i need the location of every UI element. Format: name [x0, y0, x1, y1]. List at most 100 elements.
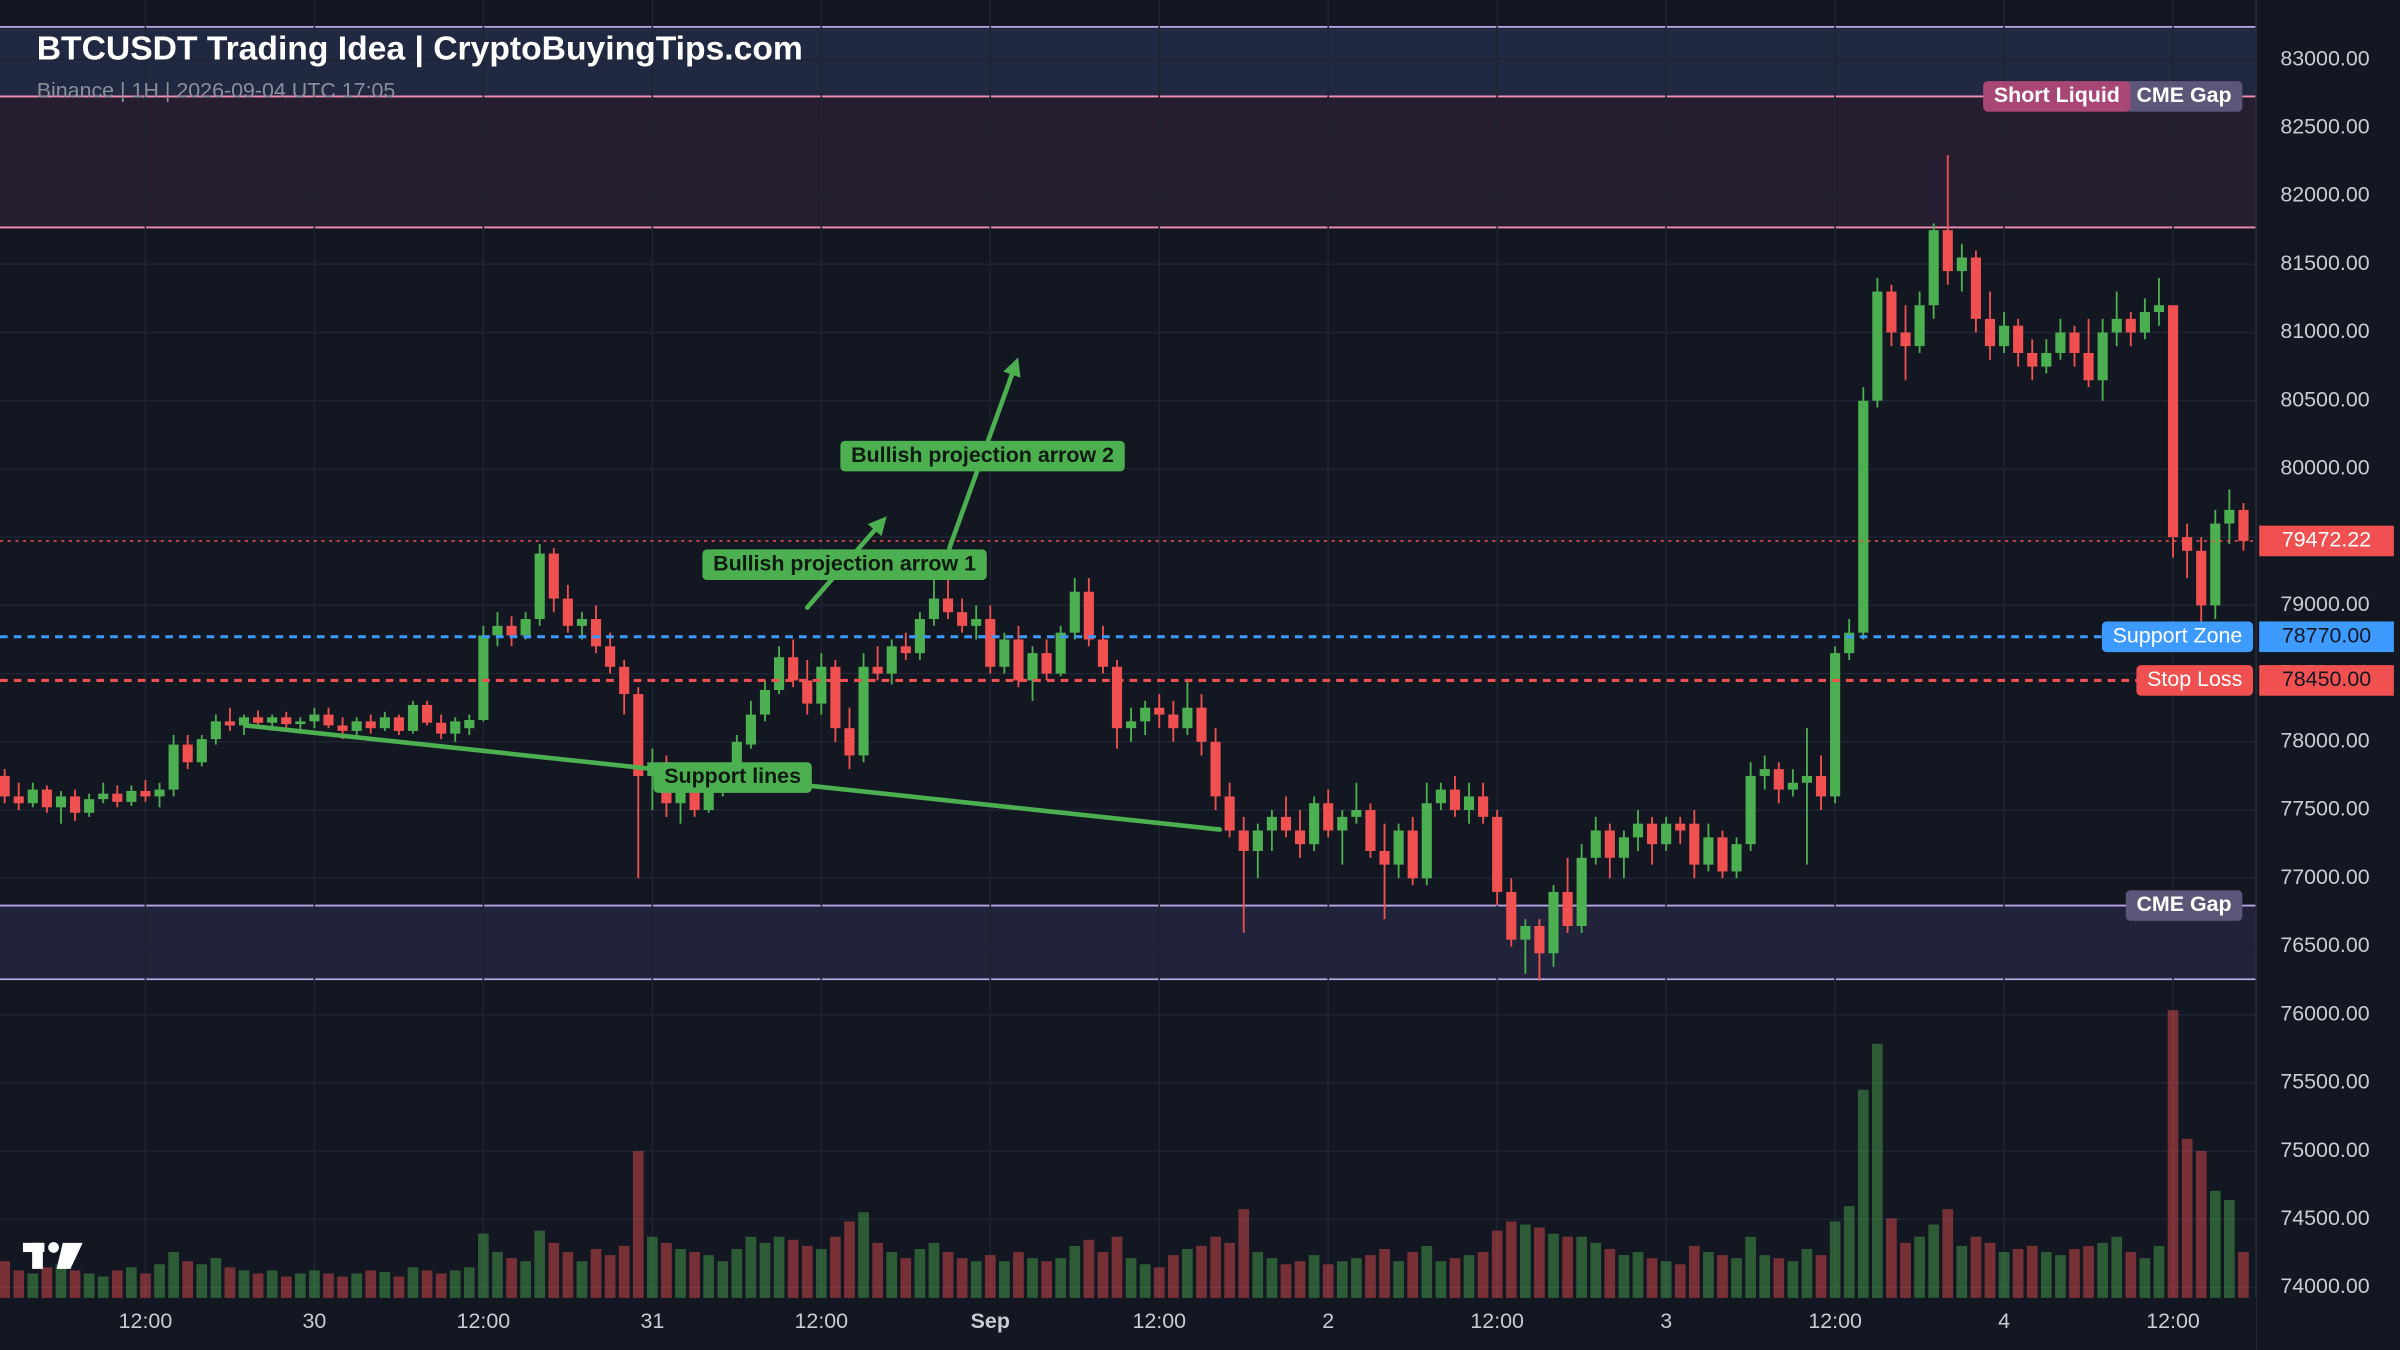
candle-body — [1421, 803, 1432, 879]
candle-body — [1280, 816, 1292, 831]
volume-bar — [2097, 1242, 2108, 1298]
candle-body — [1252, 830, 1263, 851]
volume-bar — [1970, 1236, 1982, 1298]
chart-subtitle: Binance | 1H | 2026-09-04 UTC 17:05 — [37, 78, 396, 102]
candle-body — [2027, 352, 2038, 367]
candle-body — [393, 717, 404, 731]
candle-body — [1294, 830, 1306, 845]
candle-body — [520, 619, 531, 636]
candle-body — [1111, 666, 1123, 729]
volume-bar — [956, 1258, 968, 1298]
candle-body — [55, 796, 67, 808]
volume-bar — [1562, 1236, 1573, 1298]
annotation-label-text: Bullish projection arrow 2 — [851, 443, 1114, 467]
candle-body — [1717, 837, 1728, 872]
candle-body — [2210, 523, 2221, 606]
volume-bar — [1266, 1258, 1278, 1298]
candle-body — [365, 721, 376, 729]
volume-bar — [1351, 1258, 1362, 1298]
volume-bar — [224, 1267, 236, 1298]
x-tick-label: 12:00 — [1132, 1309, 1186, 1333]
volume-bar — [506, 1258, 517, 1298]
volume-bar — [1787, 1261, 1799, 1298]
volume-bar — [1956, 1245, 1968, 1298]
price-line-name-bg — [2136, 665, 2254, 696]
price-line-value-bg — [2259, 665, 2394, 696]
candle-body — [281, 717, 292, 725]
volume-bar — [27, 1273, 39, 1298]
volume-bar — [1745, 1236, 1756, 1298]
zone-label-text: Short Liquid — [1994, 83, 2120, 107]
zone-label: Short Liquid — [1983, 81, 2131, 112]
candle-body — [731, 741, 742, 770]
volume-bar — [872, 1242, 883, 1298]
candle-body — [576, 619, 588, 626]
volume-bar — [168, 1252, 179, 1298]
candle-body — [1731, 844, 1742, 872]
volume-bar — [1111, 1236, 1123, 1298]
candle-body — [1337, 816, 1348, 831]
grid — [0, 0, 2257, 1298]
volume-bar — [1590, 1242, 1602, 1298]
y-tick-label: 80500.00 — [2280, 387, 2369, 411]
volume-bar — [2083, 1245, 2094, 1298]
candle-body — [689, 789, 700, 811]
y-tick-label: 75500.00 — [2280, 1070, 2369, 1094]
volume-bar — [1703, 1252, 1714, 1298]
candle-body — [1970, 257, 1981, 319]
candle-body — [534, 553, 545, 620]
volume-bar — [1773, 1258, 1785, 1298]
axes: 74000.00 74500.00 75000.00 75500.00 76000.00… — [119, 46, 2370, 1333]
candle-body — [1449, 789, 1461, 811]
y-tick-label: 74500.00 — [2280, 1206, 2369, 1230]
candle-body — [1196, 707, 1207, 742]
volume-bar — [1336, 1261, 1348, 1298]
annotation-label-bg — [702, 549, 987, 581]
zone-label-bg — [2125, 890, 2243, 921]
volume-bar — [1280, 1264, 1292, 1298]
candle-body — [196, 739, 207, 763]
zone-label-text: CME Gap — [2136, 892, 2231, 916]
candle-body — [1055, 632, 1066, 674]
volume-bar — [1083, 1239, 1095, 1298]
candle-body — [1492, 816, 1503, 892]
candle-body — [2196, 550, 2207, 606]
x-tick-label: 12:00 — [119, 1309, 173, 1333]
x-tick-label: 2 — [1322, 1309, 1334, 1333]
candle-body — [1069, 591, 1080, 633]
volume-bar — [1182, 1248, 1193, 1298]
candle-body — [1154, 707, 1165, 715]
y-tick-label: 75000.00 — [2280, 1138, 2369, 1162]
volume-bar — [590, 1248, 602, 1298]
candle-body — [1210, 741, 1221, 797]
candle-body — [2111, 318, 2122, 333]
volume-bar — [717, 1261, 729, 1298]
candle-body — [182, 744, 193, 763]
volume-bar — [1449, 1258, 1461, 1298]
candle-body — [675, 789, 686, 804]
volume-bar — [365, 1270, 377, 1298]
candle-body — [999, 639, 1010, 667]
volume-bar — [576, 1261, 588, 1298]
candle-body — [84, 799, 95, 813]
candle-body — [1604, 830, 1615, 858]
volume-bar — [830, 1236, 841, 1298]
volume-bar — [703, 1255, 715, 1298]
candle-body — [985, 619, 996, 667]
candle-body — [1886, 291, 1897, 333]
last-price-label: 79472.22 — [2282, 528, 2371, 552]
candle-body — [1844, 632, 1855, 654]
candle-body — [98, 793, 109, 800]
volume-bar — [534, 1230, 546, 1298]
candle-body — [1520, 926, 1531, 940]
candle-body — [379, 717, 390, 729]
candle-body — [1266, 816, 1277, 831]
candle-body — [2097, 332, 2108, 381]
last-price-bg — [2259, 525, 2394, 557]
candle-body — [633, 694, 644, 776]
volume-bar — [1252, 1252, 1264, 1298]
volume-bar — [999, 1261, 1010, 1298]
candle-body — [1463, 796, 1475, 811]
y-tick-label: 81500.00 — [2280, 251, 2369, 275]
candle-body — [1140, 707, 1151, 722]
